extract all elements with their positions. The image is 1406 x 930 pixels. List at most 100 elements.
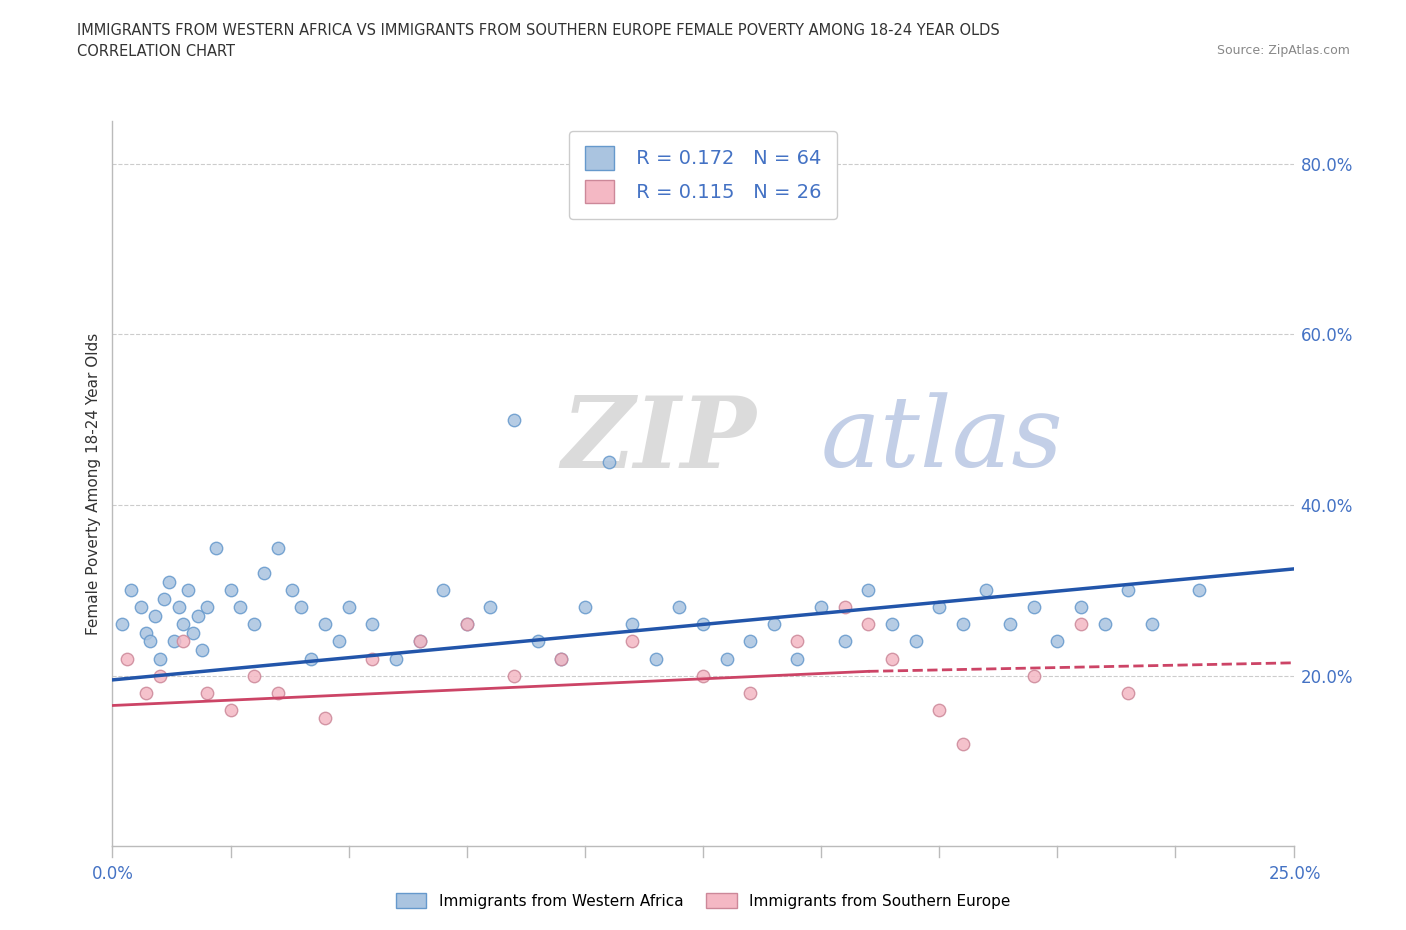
Point [716,651,738,666]
Point [998,617,1021,631]
Legend:  R = 0.172   N = 64,  R = 0.115   N = 26: R = 0.172 N = 64, R = 0.115 N = 26 [569,130,837,219]
Point [163,634,186,649]
Point [1070,617,1092,631]
Point [1094,617,1116,631]
Point [172,634,194,649]
Point [526,634,548,649]
Point [1188,583,1211,598]
Point [314,711,336,725]
Point [299,651,322,666]
Point [135,685,157,700]
Point [1116,583,1139,598]
Point [621,634,644,649]
Point [153,591,176,606]
Point [574,600,596,615]
Point [177,583,200,598]
Point [157,575,180,590]
Point [120,583,142,598]
Point [361,617,384,631]
Point [740,634,762,649]
Point [243,668,266,683]
Point [598,455,620,470]
Point [928,600,950,615]
Point [205,540,228,555]
Point [904,634,927,649]
Point [810,600,832,615]
Point [408,634,430,649]
Text: ZIP: ZIP [561,392,756,488]
Point [479,600,502,615]
Point [243,617,266,631]
Point [314,617,336,631]
Point [928,702,950,717]
Point [290,600,312,615]
Point [952,737,974,751]
Point [952,617,974,631]
Point [692,617,714,631]
Point [149,651,172,666]
Text: Source: ZipAtlas.com: Source: ZipAtlas.com [1216,44,1350,57]
Point [195,685,218,700]
Point [456,617,478,631]
Point [129,600,152,615]
Point [135,626,157,641]
Point [191,643,214,658]
Point [361,651,384,666]
Point [281,583,304,598]
Point [550,651,572,666]
Point [229,600,252,615]
Point [1022,668,1045,683]
Point [167,600,190,615]
Point [111,617,134,631]
Point [880,651,903,666]
Point [267,540,290,555]
Point [668,600,690,615]
Point [337,600,360,615]
Point [740,685,762,700]
Point [503,412,526,427]
Point [195,600,218,615]
Point [172,617,194,631]
Point [219,583,242,598]
Point [503,668,526,683]
Point [692,668,714,683]
Point [858,583,880,598]
Point [267,685,290,700]
Point [408,634,430,649]
Point [621,617,644,631]
Point [550,651,572,666]
Point [786,634,808,649]
Point [139,634,162,649]
Point [186,608,208,623]
Point [834,634,856,649]
Text: atlas: atlas [821,392,1064,487]
Point [644,651,666,666]
Point [143,608,166,623]
Point [1116,685,1139,700]
Y-axis label: Female Poverty Among 18-24 Year Olds: Female Poverty Among 18-24 Year Olds [86,333,101,635]
Point [786,651,808,666]
Point [976,583,998,598]
Point [385,651,408,666]
Point [115,651,138,666]
Point [432,583,454,598]
Point [762,617,785,631]
Point [456,617,478,631]
Point [253,565,276,580]
Text: CORRELATION CHART: CORRELATION CHART [77,44,235,59]
Text: 0.0%: 0.0% [91,865,134,883]
Point [149,668,172,683]
Point [328,634,350,649]
Point [880,617,903,631]
Point [181,626,204,641]
Text: IMMIGRANTS FROM WESTERN AFRICA VS IMMIGRANTS FROM SOUTHERN EUROPE FEMALE POVERTY: IMMIGRANTS FROM WESTERN AFRICA VS IMMIGR… [77,23,1000,38]
Point [1070,600,1092,615]
Text: 25.0%: 25.0% [1268,865,1322,883]
Point [834,600,856,615]
Point [1140,617,1163,631]
Point [1022,600,1045,615]
Legend: Immigrants from Western Africa, Immigrants from Southern Europe: Immigrants from Western Africa, Immigran… [389,886,1017,915]
Point [1046,634,1069,649]
Point [219,702,242,717]
Point [858,617,880,631]
